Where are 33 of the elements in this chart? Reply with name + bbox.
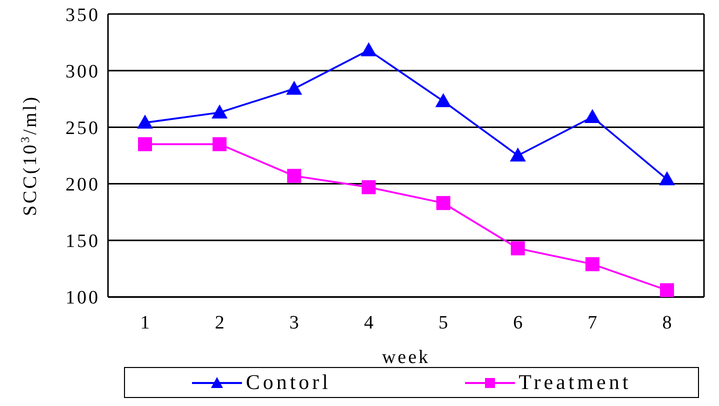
point (287, 168, 302, 183)
x-tick-label: 3 (289, 312, 299, 334)
point (584, 109, 600, 124)
y-tick-label: 250 (66, 118, 100, 139)
point (435, 93, 452, 108)
y-tick-label: 200 (66, 174, 100, 196)
x-axis-title: week (382, 347, 430, 368)
point (585, 257, 600, 272)
point (659, 171, 675, 186)
point (360, 42, 377, 56)
y-tick-label: 150 (66, 231, 100, 252)
point (510, 148, 526, 162)
y-tick-label: 300 (66, 61, 100, 82)
x-tick-label: 2 (214, 312, 224, 334)
y-tick-label: 350 (66, 4, 100, 26)
point (510, 241, 525, 256)
legend-label: Contorl (244, 370, 331, 395)
legend-label: Treatment (518, 370, 632, 395)
point (362, 180, 376, 194)
x-tick-label: 5 (438, 312, 448, 334)
point (660, 283, 674, 297)
x-tick-label: 8 (662, 312, 672, 334)
point (286, 80, 302, 95)
x-tick-label: 1 (140, 312, 150, 334)
x-tick-label: 7 (588, 312, 598, 334)
y-tick-label: 100 (66, 288, 100, 309)
x-tick-label: 6 (513, 312, 523, 334)
point (436, 196, 450, 210)
x-tick-label: 4 (364, 312, 374, 334)
point (137, 114, 153, 129)
point (212, 137, 227, 152)
point (138, 137, 152, 152)
point (212, 104, 228, 118)
